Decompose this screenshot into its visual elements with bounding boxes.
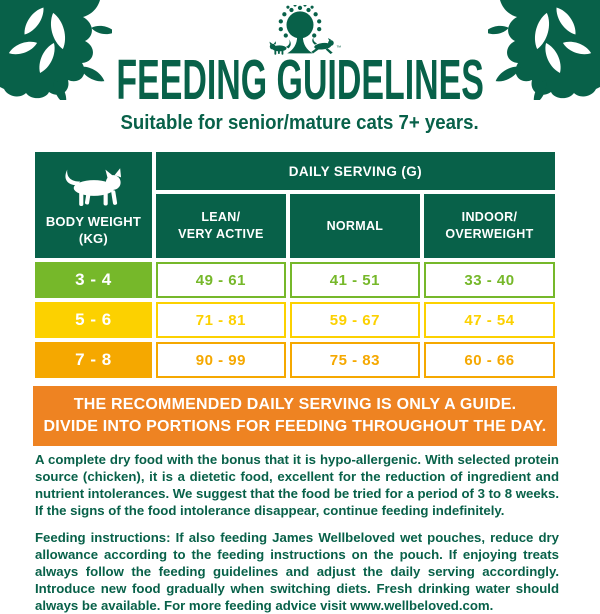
product-notes: A complete dry food with the bonus that … bbox=[35, 451, 559, 614]
table-row-weight-3-4: 3 - 4 49 - 61 41 - 51 33 - 40 bbox=[35, 262, 555, 298]
logo-dog-silhouette bbox=[311, 37, 334, 55]
table-row-weight-7-8: 7 - 8 90 - 99 75 - 83 60 - 66 bbox=[35, 342, 555, 378]
serving-value-cell: 49 - 61 bbox=[155, 262, 286, 298]
weight-range-cell: 5 - 6 bbox=[35, 302, 152, 338]
column-header-normal: NORMAL bbox=[289, 194, 420, 258]
body-weight-header-cell: BODY WEIGHT (KG) bbox=[35, 152, 152, 258]
weight-range-cell: 3 - 4 bbox=[35, 262, 152, 298]
serving-guide-banner: THE RECOMMENDED DAILY SERVING IS ONLY A … bbox=[33, 386, 557, 447]
serving-value-cell: 47 - 54 bbox=[423, 302, 555, 338]
serving-value-cell: 33 - 40 bbox=[423, 262, 555, 298]
product-description-paragraph: A complete dry food with the bonus that … bbox=[35, 452, 559, 519]
serving-value-cell: 90 - 99 bbox=[155, 342, 286, 378]
page-title: FEEDING GUIDELINES bbox=[116, 49, 484, 112]
trademark-symbol: ™ bbox=[336, 45, 341, 51]
leaf-corner-decoration-right bbox=[488, 0, 600, 100]
serving-value-cell: 71 - 81 bbox=[155, 302, 286, 338]
banner-line-1: THE RECOMMENDED DAILY SERVING IS ONLY A … bbox=[73, 396, 517, 413]
cat-icon bbox=[65, 168, 122, 207]
weight-range-cell: 7 - 8 bbox=[35, 342, 152, 378]
page-subtitle: Suitable for senior/mature cats 7+ years… bbox=[120, 112, 480, 134]
feeding-guidelines-table: BODY WEIGHT (KG) DAILY SERVING (G) LEAN/… bbox=[31, 148, 559, 382]
serving-value-cell: 60 - 66 bbox=[423, 342, 555, 378]
daily-serving-header-cell: DAILY SERVING (G) bbox=[155, 152, 555, 190]
leaf-corner-decoration-left bbox=[0, 0, 112, 100]
tree-logo: ™ bbox=[269, 5, 341, 55]
feeding-instructions-paragraph: Feeding instructions: If also feeding Ja… bbox=[35, 529, 559, 614]
column-header-lean-very-active: LEAN/ VERY ACTIVE bbox=[155, 194, 286, 258]
serving-value-cell: 59 - 67 bbox=[289, 302, 420, 338]
column-header-indoor-overweight: INDOOR/ OVERWEIGHT bbox=[423, 194, 555, 258]
table-row-weight-5-6: 5 - 6 71 - 81 59 - 67 47 - 54 bbox=[35, 302, 555, 338]
serving-value-cell: 75 - 83 bbox=[289, 342, 420, 378]
serving-value-cell: 41 - 51 bbox=[289, 262, 420, 298]
logo-cat-silhouette bbox=[269, 39, 291, 55]
banner-line-2: DIVIDE INTO PORTIONS FOR FEEDING THROUGH… bbox=[43, 418, 547, 436]
body-weight-label: BODY WEIGHT (KG) bbox=[45, 214, 141, 246]
